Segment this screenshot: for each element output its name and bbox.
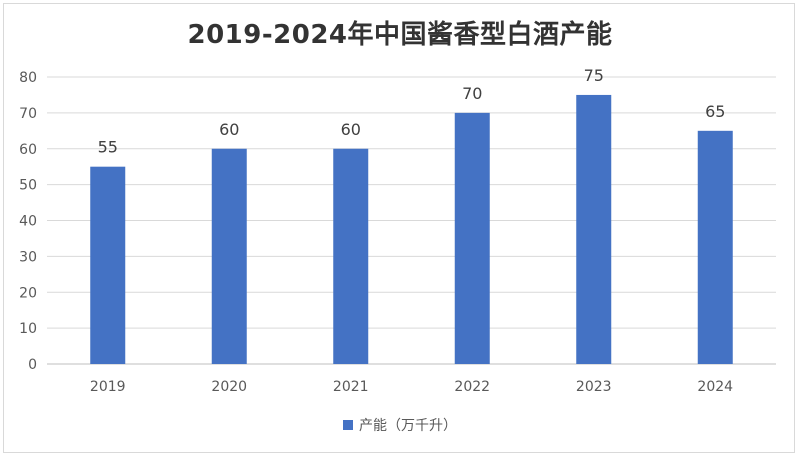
x-axis-ticks: 2019 2020 2021 2022 2023 2024 [90,379,733,395]
data-label-2023: 75 [584,66,604,85]
data-labels: 55 60 60 70 75 65 [98,66,726,157]
legend-label: 产能（万千升） [359,418,457,434]
y-tick-label: 50 [19,178,37,194]
y-tick-label: 30 [19,249,37,265]
data-label-2020: 60 [219,120,239,139]
bar-2024 [697,130,733,364]
y-tick-label: 20 [19,285,37,301]
x-tick-label-2024: 2024 [697,379,733,395]
bar-2022 [454,112,490,364]
x-tick-label-2020: 2020 [211,379,247,395]
y-tick-label: 0 [28,357,37,373]
y-axis-ticks: 0 10 20 30 40 50 60 70 80 [19,70,37,373]
bar-2019 [90,166,126,364]
x-tick-label-2022: 2022 [454,379,490,395]
data-label-2019: 55 [98,138,118,157]
y-tick-label: 60 [19,142,37,158]
bar-2023 [576,94,612,364]
y-tick-label: 10 [19,321,37,337]
y-tick-label: 80 [19,70,37,86]
data-label-2022: 70 [462,84,482,103]
legend-swatch [343,420,353,430]
chart-frame [3,3,795,453]
gridlines [47,76,776,365]
chart-title: 2019-2024年中国酱香型白酒产能 [187,20,613,50]
y-tick-label: 40 [19,214,37,230]
x-tick-label-2021: 2021 [333,379,369,395]
bar-2021 [333,148,369,364]
data-label-2021: 60 [341,120,361,139]
bar-2020 [211,148,247,364]
x-tick-label-2019: 2019 [90,379,126,395]
legend: 产能（万千升） [0,415,800,435]
x-tick-label-2023: 2023 [576,379,612,395]
data-label-2024: 65 [705,102,725,121]
y-tick-label: 70 [19,106,37,122]
bars [90,94,733,364]
